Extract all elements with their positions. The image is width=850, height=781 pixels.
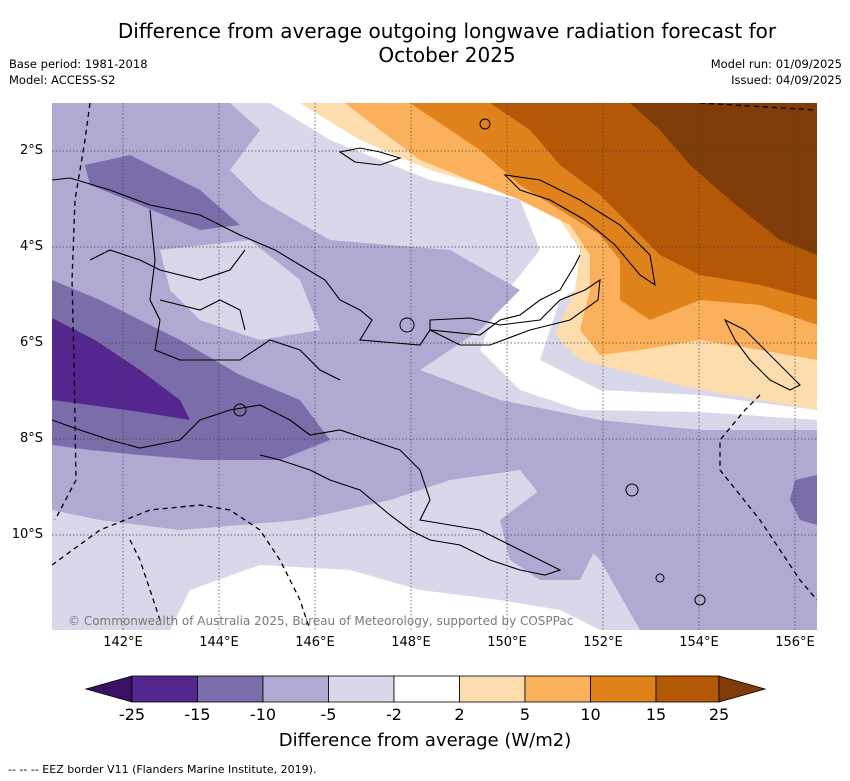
lon-label: 156°E <box>775 635 815 650</box>
lon-label: 152°E <box>583 635 623 650</box>
band-white-north <box>270 103 817 420</box>
colorbar-segment <box>328 675 395 703</box>
band-brown <box>630 103 817 255</box>
new-guinea-coast <box>52 177 581 346</box>
title-line-1: Difference from average outgoing longwav… <box>117 19 777 43</box>
band-light-central <box>160 240 320 340</box>
title-line-2: October 2025 <box>378 43 516 67</box>
colorbar-segment <box>590 675 657 703</box>
colorbar <box>84 675 767 703</box>
lon-label: 146°E <box>295 635 335 650</box>
border-province <box>89 249 246 331</box>
island <box>233 403 247 417</box>
new-ireland-coast <box>503 174 656 287</box>
colorbar-tick: 25 <box>708 705 730 724</box>
colorbar-tick: -25 <box>118 705 146 724</box>
gridlines <box>52 103 817 630</box>
lat-label: 4°S <box>19 239 43 254</box>
lat-label: 10°S <box>11 527 43 542</box>
colorbar-segment <box>197 675 264 703</box>
eez-south <box>52 504 311 630</box>
lon-label: 142°E <box>103 635 143 650</box>
colorbar-segment <box>459 675 526 703</box>
band-purple-northwest <box>85 155 240 230</box>
island <box>655 573 665 583</box>
colorbar-segment <box>262 675 329 703</box>
colorbar-low-arrow <box>84 675 133 703</box>
lon-label: 154°E <box>679 635 719 650</box>
colorbar-tick: -10 <box>249 705 277 724</box>
south-coast <box>52 404 562 576</box>
eez-southwest <box>129 539 161 621</box>
band-white-south <box>170 565 600 630</box>
copyright-credit: © Commonwealth of Australia 2025, Bureau… <box>68 614 574 628</box>
colorbar-segment <box>655 675 720 703</box>
band-purple-west <box>52 280 330 460</box>
colorbar-tick: 2 <box>454 705 465 724</box>
colorbar-segment <box>131 675 198 703</box>
eez-west <box>54 103 91 521</box>
band-darkpurple-west <box>52 318 190 420</box>
colorbar-tick: -15 <box>184 705 211 724</box>
bougainville-coast <box>723 318 801 391</box>
lat-label: 8°S <box>19 431 43 446</box>
eez-northeast <box>699 103 817 111</box>
model-run: Model run: 01/09/2025 <box>710 57 842 71</box>
lat-label: 6°S <box>19 335 43 350</box>
lon-label: 148°E <box>391 635 431 650</box>
anomaly-field <box>52 103 817 630</box>
lon-label: 150°E <box>487 635 527 650</box>
island <box>399 317 415 333</box>
colorbar-tick: -5 <box>320 705 337 724</box>
colorbar-high-arrow <box>718 675 767 703</box>
island <box>479 118 491 130</box>
islands <box>233 118 706 606</box>
island <box>625 483 639 497</box>
colorbar-title: Difference from average (W/m2) <box>278 730 572 751</box>
base-period: Base period: 1981-2018 <box>9 57 148 71</box>
meta-left: Base period: 1981-2018 Model: ACCESS-S2 <box>9 56 148 88</box>
new-britain-coast <box>429 278 601 346</box>
colorbar-tick: 10 <box>580 705 601 724</box>
band-purple-east <box>790 475 817 525</box>
eez-footnote: -- -- -- EEZ border V11 (Flanders Marine… <box>8 763 317 776</box>
border-inland <box>149 209 341 381</box>
colorbar-segment <box>393 675 460 703</box>
coastlines <box>52 147 801 576</box>
meta-right: Model run: 01/09/2025 Issued: 04/09/2025 <box>711 56 842 88</box>
eez-borders <box>52 103 817 630</box>
colorbar-tick: 15 <box>645 705 667 724</box>
colorbar-tick: 5 <box>519 705 531 724</box>
lat-label: 2°S <box>19 143 43 158</box>
map-title: Difference from average outgoing longwav… <box>90 19 804 67</box>
colorbar-segment <box>524 675 591 703</box>
issued-date: Issued: 04/09/2025 <box>731 73 842 87</box>
island <box>694 594 706 606</box>
colorbar-tick: -2 <box>386 705 402 724</box>
band-lavender-west <box>52 103 817 630</box>
lon-label: 144°E <box>199 635 239 650</box>
model-name: Model: ACCESS-S2 <box>9 73 116 87</box>
manus-coast <box>338 147 402 166</box>
